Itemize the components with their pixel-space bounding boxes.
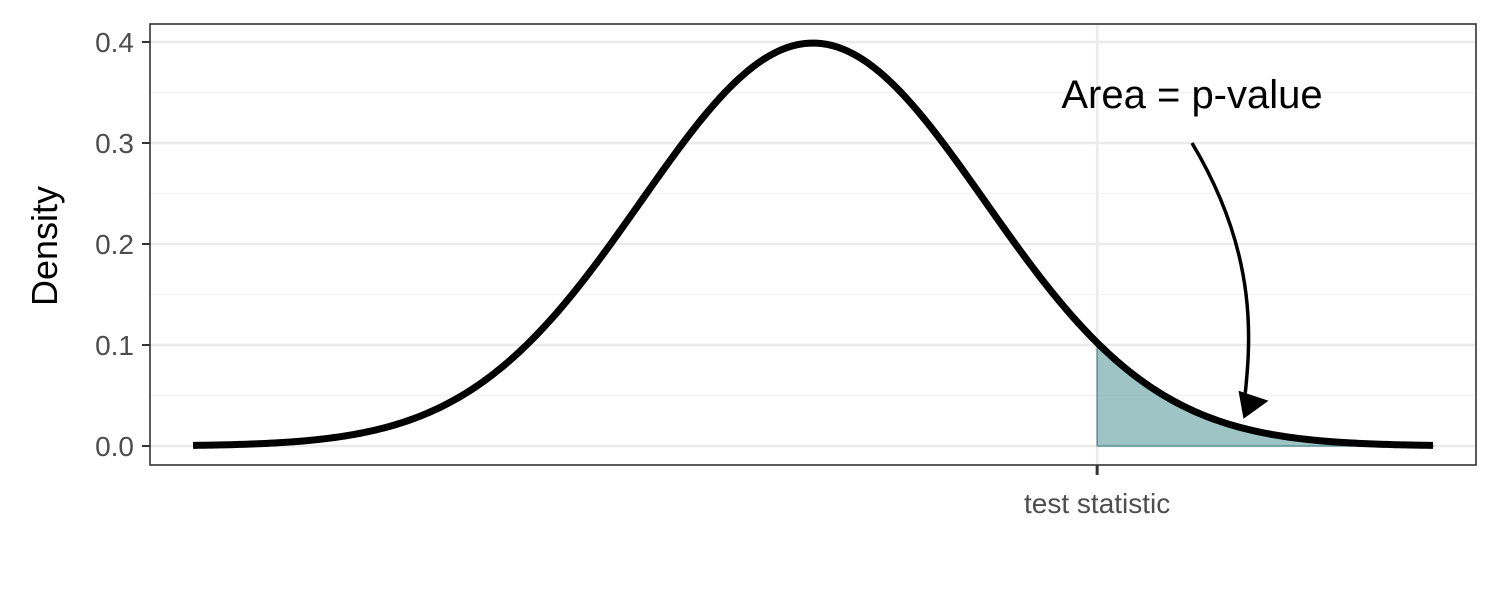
- y-tick-label: 0.3: [95, 128, 134, 159]
- annotation-arrow: [1190, 142, 1251, 410]
- y-tick-label: 0.4: [95, 27, 134, 58]
- annotation-label: Area = p-value: [1061, 73, 1322, 117]
- axis-ticks: 0.0 0.1 0.2 0.3 0.4 test statistic: [95, 27, 1170, 519]
- x-tick-label: test statistic: [1024, 488, 1170, 519]
- annotation-arrowhead: [1238, 390, 1269, 419]
- y-axis-title: Density: [24, 186, 65, 306]
- y-tick-label: 0.1: [95, 330, 134, 361]
- y-tick-label: 0.2: [95, 229, 134, 260]
- density-curve: [192, 39, 1434, 449]
- y-tick-label: 0.0: [95, 431, 134, 462]
